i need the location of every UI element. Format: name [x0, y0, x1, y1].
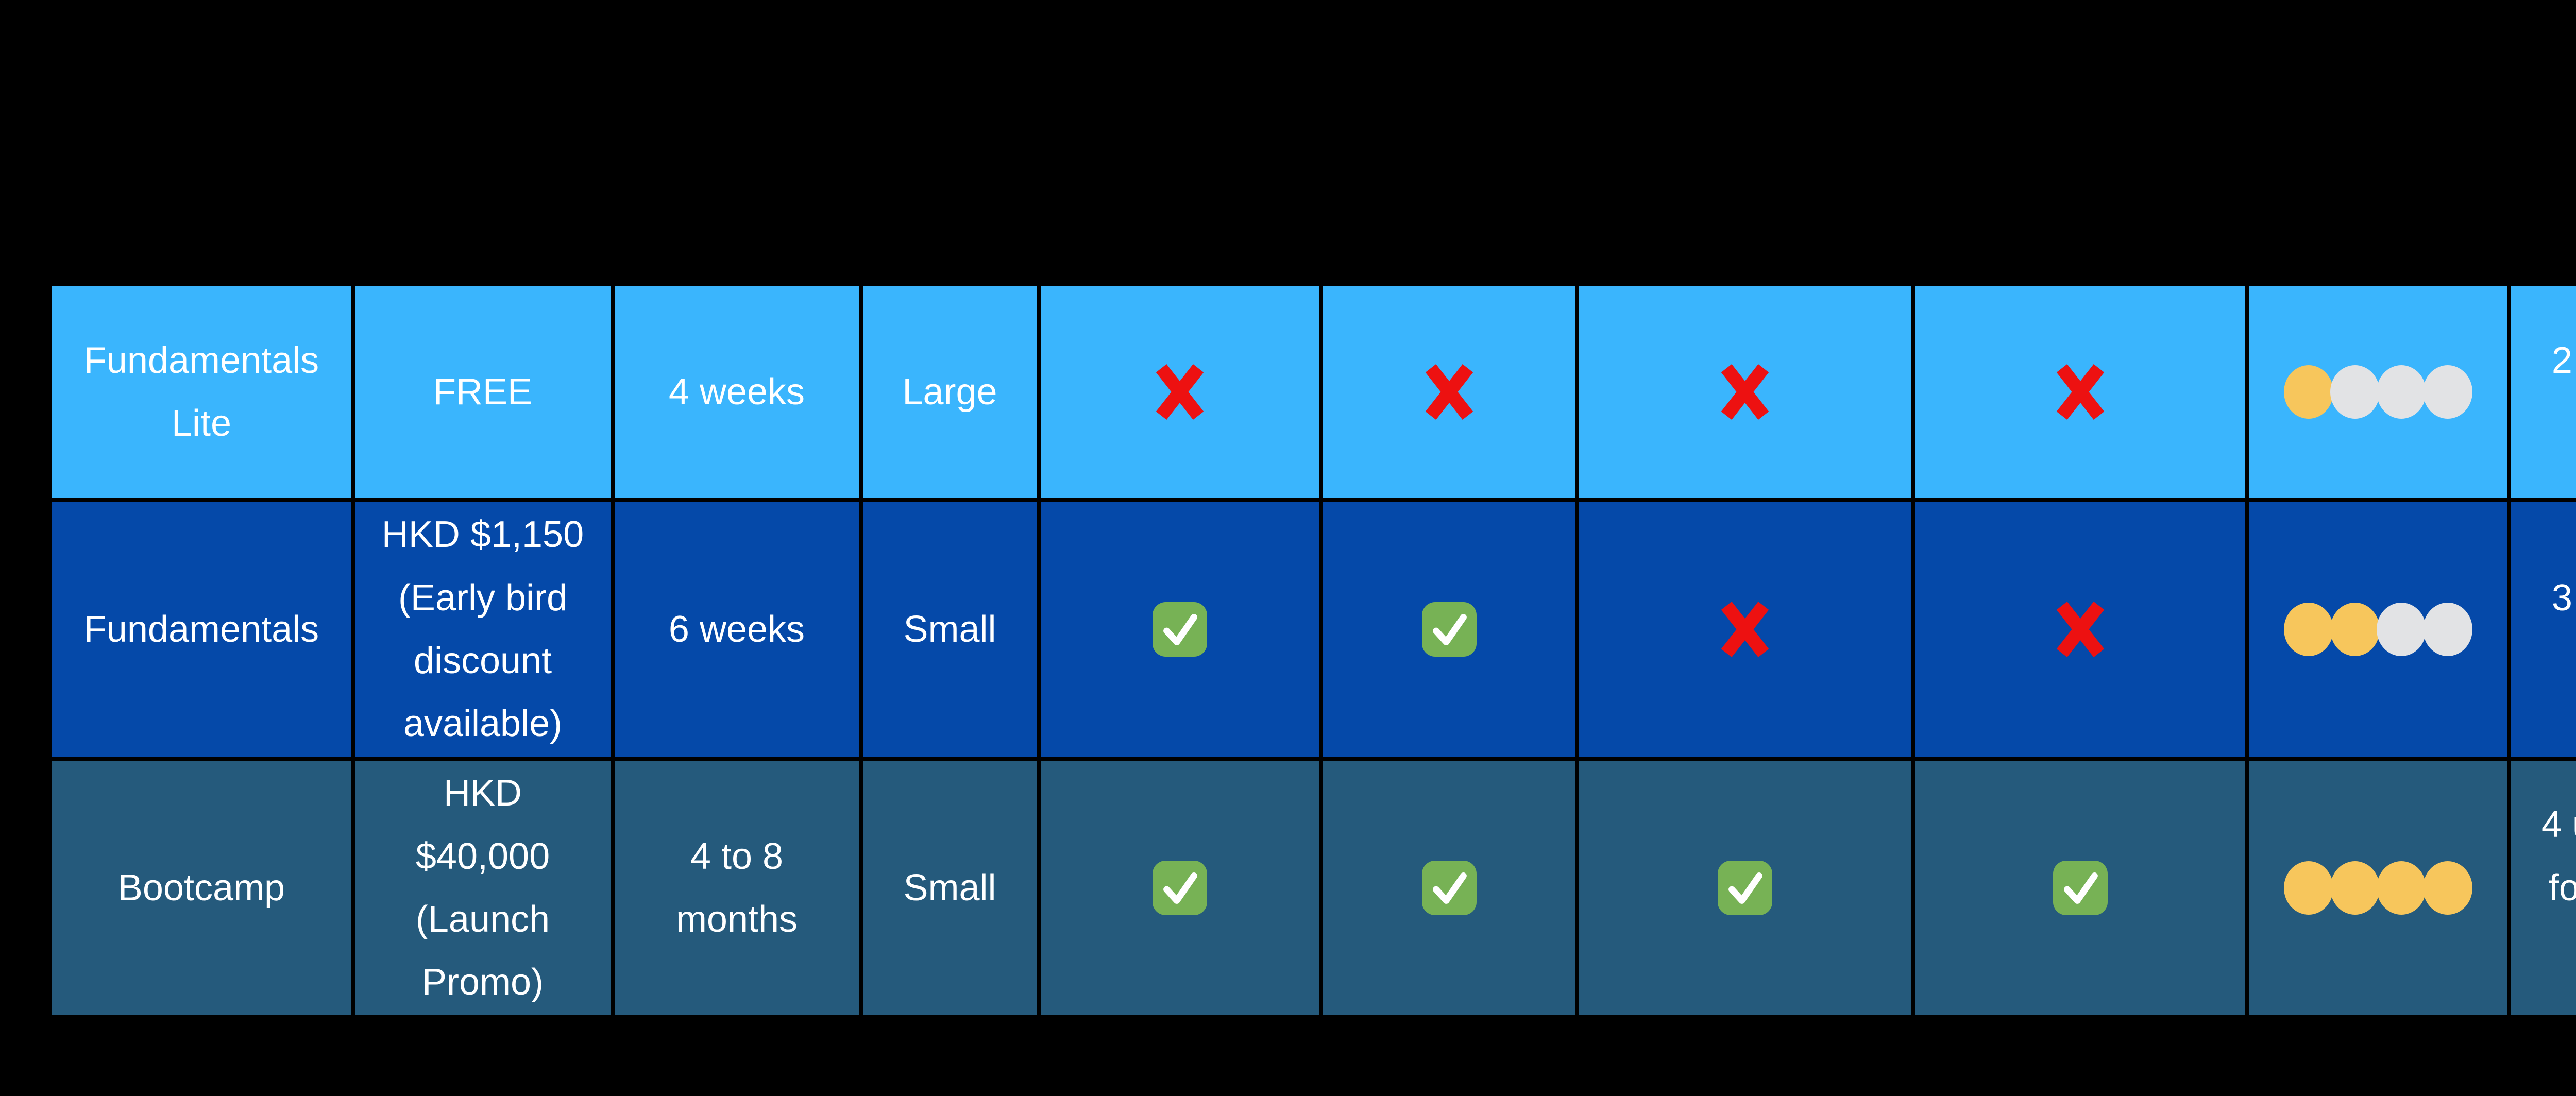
feature-cell [1579, 761, 1911, 1015]
outcome-cell: 2 mini-games in JavaScript [2511, 286, 2576, 498]
outcome-cell: 4 unique projects for your portfolio and… [2511, 761, 2576, 1015]
check-mark-icon [1718, 861, 1772, 915]
cross-mark-icon [2056, 364, 2104, 420]
class-size-cell: Large [863, 286, 1037, 498]
check-mark-icon [2053, 861, 2108, 915]
feature-cell [1041, 761, 1319, 1015]
cross-mark-icon [1721, 601, 1769, 658]
cross-mark-icon [1425, 364, 1473, 420]
price-cell: HKD $1,150 (Early bird discount availabl… [355, 502, 611, 757]
class-size-cell: Small [863, 502, 1037, 757]
program-name-cell: Fundamentals Lite [52, 286, 351, 498]
check-mark-icon [1421, 861, 1477, 915]
duration-cell: 4 to 8 months [615, 761, 859, 1015]
feature-cell [1915, 761, 2245, 1015]
level-dot [2423, 365, 2472, 419]
feature-cell [1579, 502, 1911, 757]
check-mark-icon [1153, 602, 1207, 657]
feature-cell [1579, 286, 1911, 498]
level-dots-cell [2249, 502, 2507, 757]
level-dot [2423, 603, 2472, 656]
level-dot [2423, 861, 2472, 915]
cross-mark-icon [1721, 364, 1769, 420]
cross-mark-icon [1156, 364, 1204, 420]
check-mark-icon [1153, 861, 1207, 915]
level-dot [2377, 861, 2426, 915]
comparison-table: Fundamentals Lite FREE 4 weeks Large 2 m… [52, 286, 2576, 1015]
level-dot [2330, 861, 2380, 915]
class-size-cell: Small [863, 761, 1037, 1015]
level-dots-cell [2249, 761, 2507, 1015]
level-dot [2330, 603, 2380, 656]
level-dot [2377, 365, 2426, 419]
feature-cell [1041, 286, 1319, 498]
feature-cell [1915, 286, 2245, 498]
level-dot [2330, 365, 2380, 419]
duration-cell: 4 weeks [615, 286, 859, 498]
price-cell: HKD $40,000 (Launch Promo) [355, 761, 611, 1015]
level-dot [2377, 603, 2426, 656]
level-dots-cell [2249, 286, 2507, 498]
feature-cell [1323, 286, 1575, 498]
feature-cell [1323, 502, 1575, 757]
price-cell: FREE [355, 286, 611, 498]
level-dot [2284, 861, 2333, 915]
level-dot [2284, 603, 2333, 656]
feature-cell [1323, 761, 1575, 1015]
feature-cell [1915, 502, 2245, 757]
feature-cell [1041, 502, 1319, 757]
duration-cell: 6 weeks [615, 502, 859, 757]
cross-mark-icon [2056, 601, 2104, 658]
level-dot [2284, 365, 2333, 419]
program-name-cell: Fundamentals [52, 502, 351, 757]
outcome-cell: 3 mini-games in JavaScript [2511, 502, 2576, 757]
check-mark-icon [1421, 602, 1477, 657]
program-name-cell: Bootcamp [52, 761, 351, 1015]
